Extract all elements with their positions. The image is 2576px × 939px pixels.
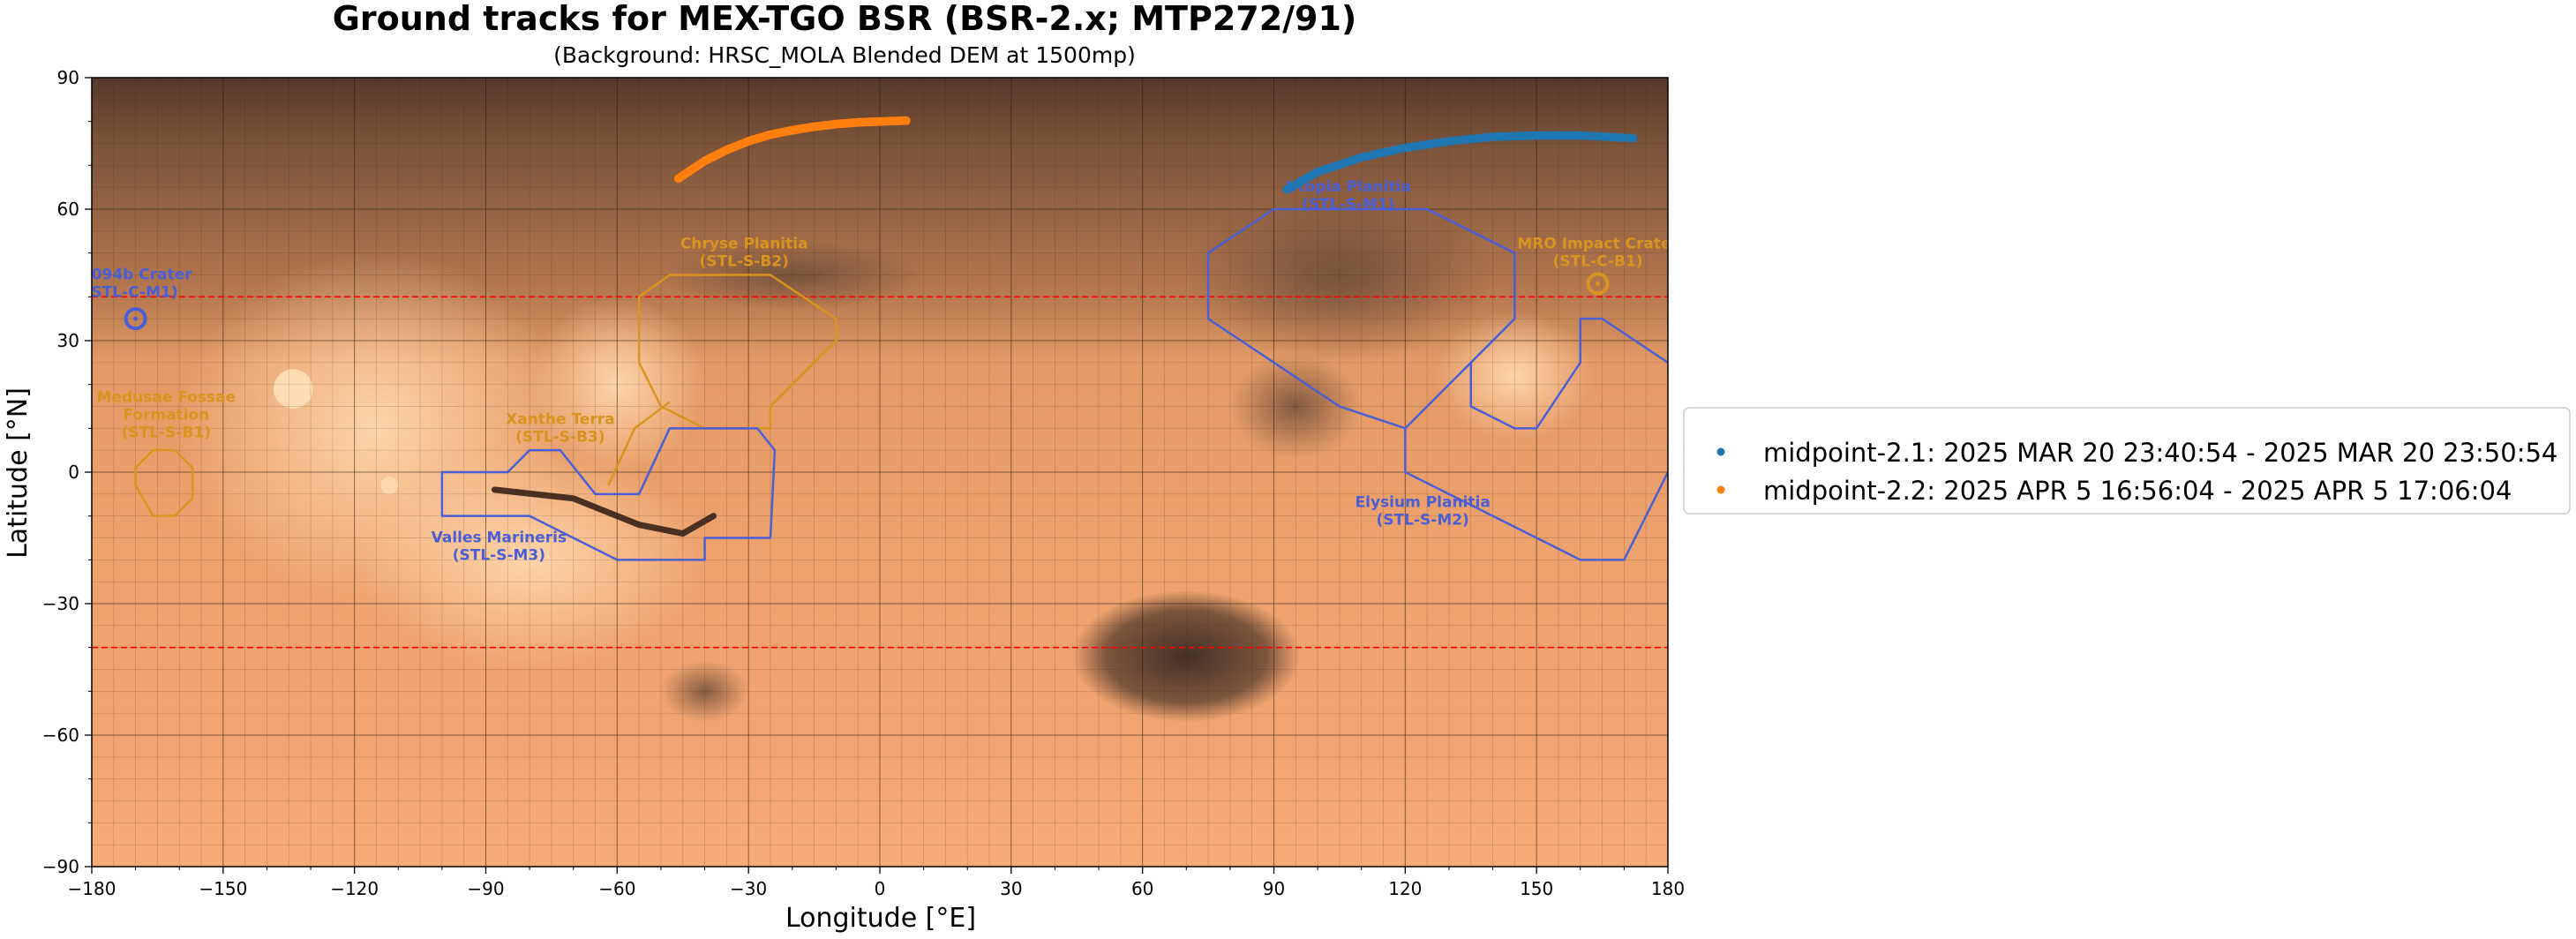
x-tick-label: 90 <box>1263 878 1285 899</box>
region-label-medusae-fossae-formation: Medusae Fossae <box>97 389 237 407</box>
y-tick-label: 90 <box>57 67 79 88</box>
track-point <box>1628 134 1637 143</box>
region-label-elysium-planitia: Elysium Planitia <box>1356 494 1491 512</box>
x-tick-label: −90 <box>467 878 504 899</box>
chart-title: Ground tracks for MEX-TGO BSR (BSR-2.x; … <box>333 0 1357 38</box>
region-label-s1094b-crater: (STL-C-M1) <box>85 283 178 301</box>
x-tick-label: 0 <box>875 878 886 899</box>
region-label-valles-marineris: (STL-S-M3) <box>453 546 545 564</box>
x-tick-label: 180 <box>1651 878 1685 899</box>
region-label-xanthe-terra: Xanthe Terra <box>506 410 614 428</box>
region-label-chryse-planitia: Chryse Planitia <box>680 236 808 253</box>
region-label-mro-impact-crater: (STL-C-B1) <box>1553 253 1643 271</box>
region-label-valles-marineris: Valles Marineris <box>432 529 567 546</box>
olympus-mons <box>274 369 313 409</box>
region-label-xanthe-terra: (STL-S-B3) <box>515 428 605 446</box>
x-tick-label: −120 <box>330 878 379 899</box>
arsia-mons <box>380 477 398 494</box>
y-tick-label: −30 <box>42 593 79 614</box>
region-label-elysium-planitia: (STL-S-M2) <box>1377 512 1469 530</box>
region-label-chryse-planitia: (STL-S-B2) <box>700 253 789 271</box>
y-tick-label: 30 <box>57 330 79 351</box>
x-axis-label: Longitude [°E] <box>785 903 976 934</box>
plot-area: S1094b Crater(STL-C-M1) Medusae FossaeFor… <box>71 78 1679 867</box>
chart-subtitle: (Background: HRSC_MOLA Blended DEM at 15… <box>553 42 1136 68</box>
x-tick-label: 150 <box>1520 878 1553 899</box>
region-label-mro-impact-crater: MRO Impact Crater <box>1517 236 1679 253</box>
track-point <box>902 116 911 125</box>
y-tick-label: 0 <box>68 462 79 483</box>
x-tick-label: 60 <box>1131 878 1153 899</box>
region-label-utopia-planitia: (STL-S-M1) <box>1302 196 1394 214</box>
x-tick-label: 30 <box>1000 878 1022 899</box>
region-label-s1094b-crater: S1094b Crater <box>71 266 193 283</box>
y-tick-label: −90 <box>42 856 79 877</box>
region-mro-impact-crater-center <box>1596 282 1600 286</box>
y-tick-label: −60 <box>42 725 79 746</box>
legend: midpoint-2.1: 2025 MAR 20 23:40:54 - 202… <box>1684 408 2570 514</box>
x-tick-label: −30 <box>730 878 767 899</box>
x-tick-label: 120 <box>1388 878 1422 899</box>
region-s1094b-crater-center <box>133 317 138 321</box>
y-tick-label: 60 <box>57 199 79 220</box>
x-tick-label: −150 <box>199 878 247 899</box>
y-axis-label: Latitude [°N] <box>3 387 34 559</box>
x-tick-label: −60 <box>598 878 635 899</box>
region-label-medusae-fossae-formation: Formation <box>123 407 209 424</box>
region-label-medusae-fossae-formation: (STL-S-B1) <box>122 424 211 442</box>
legend-marker-midpoint-2-1 <box>1717 448 1725 456</box>
legend-marker-midpoint-2-2 <box>1717 486 1725 494</box>
x-tick-label: −180 <box>68 878 116 899</box>
legend-label-midpoint-2-1: midpoint-2.1: 2025 MAR 20 23:40:54 - 202… <box>1763 438 2557 468</box>
legend-label-midpoint-2-2: midpoint-2.2: 2025 APR 5 16:56:04 - 2025… <box>1763 476 2512 506</box>
